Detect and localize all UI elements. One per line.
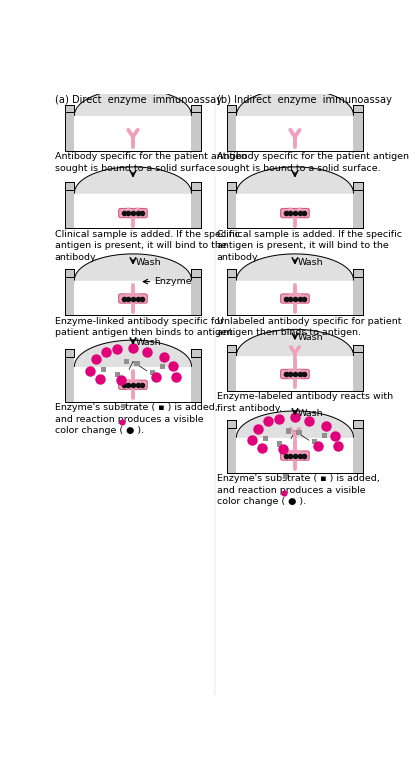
- Polygon shape: [236, 330, 354, 355]
- Polygon shape: [75, 89, 191, 116]
- Polygon shape: [75, 167, 191, 193]
- Bar: [134, 361, 140, 366]
- Polygon shape: [236, 254, 354, 280]
- Bar: [236, 105, 354, 168]
- Bar: [75, 349, 191, 419]
- FancyBboxPatch shape: [119, 380, 147, 390]
- Text: Antibody specific for the patient antigen
sought is bound to a solid surface.: Antibody specific for the patient antige…: [217, 152, 409, 173]
- Bar: [75, 105, 191, 168]
- Bar: [236, 420, 354, 490]
- Bar: [227, 182, 363, 229]
- Text: Wash: Wash: [298, 408, 323, 418]
- Bar: [75, 269, 191, 333]
- Bar: [277, 441, 282, 447]
- Text: Wash: Wash: [298, 258, 323, 267]
- Bar: [65, 269, 201, 316]
- Bar: [236, 344, 354, 408]
- Bar: [236, 269, 354, 333]
- Polygon shape: [75, 254, 191, 280]
- Text: Enzyme: Enzyme: [154, 277, 191, 286]
- Text: Wash: Wash: [136, 258, 162, 267]
- Text: Unlabeled antibody specific for patient
antigen then binds to antigen.: Unlabeled antibody specific for patient …: [217, 317, 401, 337]
- Polygon shape: [236, 411, 354, 437]
- Bar: [227, 269, 363, 316]
- Bar: [236, 182, 354, 245]
- Text: Antibody specific for the patient antigen
sought is bound to a solid surface.: Antibody specific for the patient antige…: [55, 152, 247, 173]
- Text: Clinical sample is added. If the specific
antigen is present, it will bind to th: Clinical sample is added. If the specifi…: [217, 230, 402, 262]
- Polygon shape: [236, 167, 354, 193]
- FancyBboxPatch shape: [281, 294, 309, 303]
- Bar: [296, 430, 302, 435]
- Bar: [115, 372, 120, 377]
- Text: Wash: Wash: [136, 338, 162, 347]
- Text: Enzyme's substrate ( ▪ ) is added,
and reaction produces a visible
color change : Enzyme's substrate ( ▪ ) is added, and r…: [217, 474, 380, 506]
- Bar: [263, 436, 268, 441]
- Bar: [150, 369, 155, 375]
- Bar: [65, 182, 201, 229]
- Text: (b) Indirect  enzyme  immunoassay: (b) Indirect enzyme immunoassay: [217, 95, 392, 105]
- FancyBboxPatch shape: [281, 451, 309, 460]
- Bar: [312, 439, 317, 444]
- Bar: [322, 433, 327, 438]
- Bar: [283, 475, 287, 479]
- Bar: [227, 105, 363, 151]
- Text: Enzyme's substrate ( ▪ ) is added,
and reaction produces a visible
color change : Enzyme's substrate ( ▪ ) is added, and r…: [55, 403, 217, 435]
- Bar: [65, 105, 201, 151]
- Bar: [101, 367, 106, 372]
- Text: Enzyme-linked antibody specific for
patient antigen then binds to antigen.: Enzyme-linked antibody specific for pati…: [55, 317, 235, 337]
- Polygon shape: [236, 89, 354, 116]
- Bar: [227, 344, 363, 391]
- Text: (a) Direct  enzyme  immunoassay: (a) Direct enzyme immunoassay: [55, 95, 222, 105]
- Bar: [65, 349, 201, 401]
- FancyBboxPatch shape: [281, 209, 309, 218]
- Bar: [286, 428, 292, 433]
- Text: Enzyme-labeled antibody reacts with
first antibody.: Enzyme-labeled antibody reacts with firs…: [217, 393, 393, 413]
- Bar: [160, 364, 165, 369]
- FancyBboxPatch shape: [281, 369, 309, 379]
- Bar: [124, 359, 129, 365]
- FancyBboxPatch shape: [119, 294, 147, 303]
- Bar: [75, 182, 191, 245]
- Bar: [227, 420, 363, 473]
- FancyBboxPatch shape: [119, 209, 147, 218]
- Text: Clinical sample is added. If the specific
antigen is present, it will bind to th: Clinical sample is added. If the specifi…: [55, 230, 240, 262]
- Text: Wash: Wash: [298, 333, 323, 342]
- Polygon shape: [75, 341, 191, 366]
- Bar: [122, 404, 126, 408]
